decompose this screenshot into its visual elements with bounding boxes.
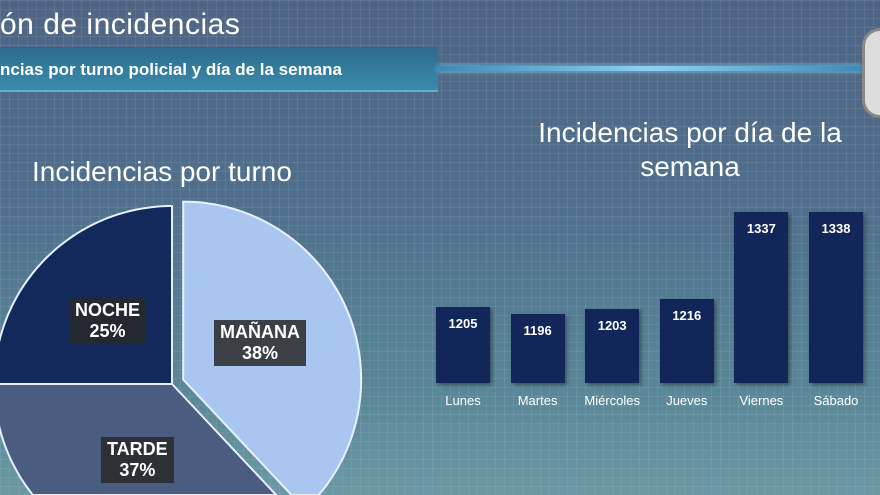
- bar-0: [436, 307, 490, 383]
- slice-value: 25%: [89, 321, 126, 341]
- bar-category-label: Miércoles: [584, 393, 640, 408]
- decorative-line: [438, 66, 862, 71]
- pie-label-noche: NOCHE 25%: [69, 298, 147, 344]
- page-subtitle: ncias por turno policial y día de la sem…: [0, 60, 342, 79]
- bar-2: [585, 308, 640, 383]
- bar-value-label: 1338: [821, 220, 851, 236]
- bar-3: [659, 299, 714, 383]
- bar-category-label: Sábado: [813, 393, 859, 408]
- pie-chart: [0, 200, 363, 495]
- bar-value-label: 1196: [523, 322, 552, 338]
- slice-label: NOCHE: [75, 300, 141, 320]
- slice-label: TARDE: [107, 439, 168, 459]
- bar-category-label: Martes: [517, 393, 558, 408]
- bar-value-label: 1337: [746, 221, 776, 237]
- bar-chart-title: Incidencias por día de la semana: [538, 117, 842, 182]
- page-title: ón de incidencias: [0, 8, 241, 41]
- bar-4: [734, 212, 789, 383]
- slice-label: MAÑANA: [220, 322, 300, 342]
- subtitle-banner: [0, 47, 438, 92]
- pie-label-manana: MAÑANA 38%: [214, 320, 306, 366]
- bar-category-label: Lunes: [445, 393, 481, 408]
- bar-value-label: 1205: [448, 316, 478, 332]
- slice-value: 38%: [241, 343, 279, 363]
- bar-5: [809, 211, 863, 383]
- pie-chart-title: Incidencias por turno: [32, 156, 292, 187]
- pie-label-tarde: TARDE 37%: [101, 437, 174, 483]
- bar-value-label: 1203: [597, 317, 627, 333]
- bar-category-label: Viernes: [739, 393, 784, 408]
- bar-category-label: Jueves: [666, 393, 708, 408]
- bar-value-label: 1216: [672, 308, 702, 324]
- slice-value: 37%: [119, 460, 156, 480]
- pie-slice-noche: [0, 205, 173, 385]
- bar-1: [510, 313, 565, 383]
- police-badge-icon: [862, 28, 880, 118]
